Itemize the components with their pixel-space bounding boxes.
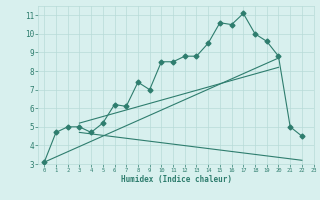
X-axis label: Humidex (Indice chaleur): Humidex (Indice chaleur): [121, 175, 231, 184]
